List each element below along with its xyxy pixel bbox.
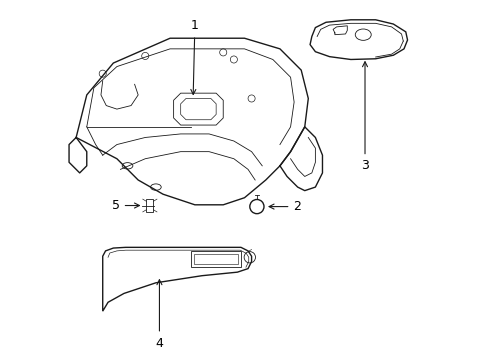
Text: 2: 2 (268, 200, 301, 213)
Text: 4: 4 (155, 280, 163, 350)
Text: 1: 1 (190, 19, 199, 94)
Text: 5: 5 (111, 199, 139, 212)
Text: 3: 3 (360, 62, 368, 172)
